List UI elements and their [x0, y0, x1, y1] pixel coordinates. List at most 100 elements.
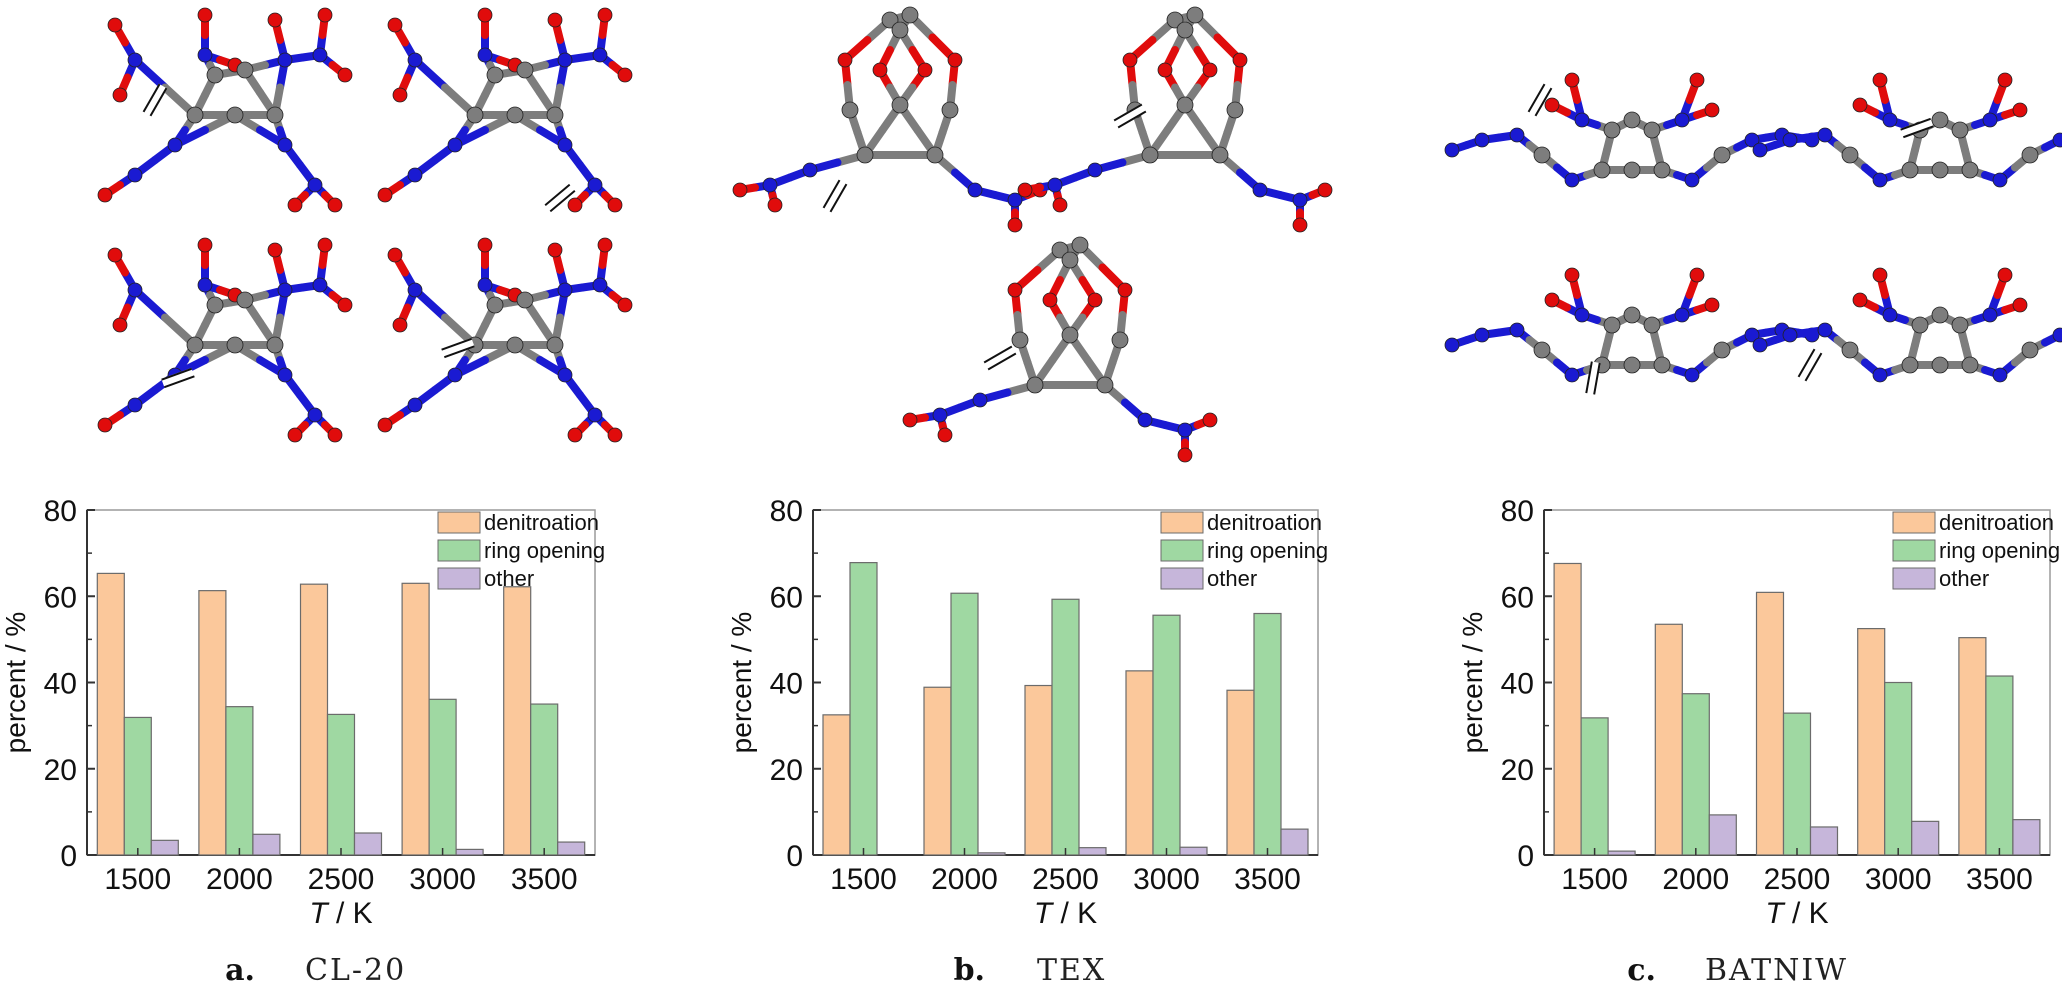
- atom: [1674, 112, 1690, 128]
- atom: [377, 417, 393, 433]
- atom: [307, 177, 323, 193]
- atom: [597, 237, 613, 253]
- atom: [107, 17, 123, 33]
- atom: [881, 11, 899, 29]
- cleavage-line: [1902, 125, 1934, 139]
- cleavage-line: [822, 179, 841, 209]
- atom: [387, 247, 403, 263]
- x-tick-label: 2500: [1764, 863, 1831, 896]
- atom: [1176, 96, 1194, 114]
- atom: [1211, 146, 1229, 164]
- x-tick-label: 3000: [409, 863, 476, 896]
- bond-cleavage-mark: [1585, 361, 1601, 395]
- atom: [287, 197, 303, 213]
- bar-denitroation-2500: [299, 583, 329, 856]
- molecule-illustrations: [97, 6, 2062, 463]
- atom: [1623, 306, 1641, 324]
- atom: [1052, 197, 1068, 213]
- bond-cleavage-mark: [161, 367, 195, 389]
- atom: [567, 197, 583, 213]
- atom: [1713, 146, 1731, 164]
- atom: [1177, 447, 1193, 463]
- atom: [1007, 217, 1023, 233]
- atom: [167, 137, 183, 153]
- bar-other-2500: [1809, 826, 1839, 856]
- cleavage-gap: [142, 83, 168, 117]
- bar-denitroation-2500: [1024, 684, 1053, 856]
- atom: [1474, 132, 1490, 148]
- caption-compound-name: CL-20: [305, 953, 406, 988]
- atom: [1872, 367, 1888, 383]
- atom: [1817, 322, 1833, 338]
- atom: [2021, 146, 2039, 164]
- atom: [592, 47, 608, 63]
- atom: [1137, 412, 1153, 428]
- molecule-cl20-b: [377, 7, 633, 213]
- atom: [1674, 307, 1690, 323]
- legend-label-other: other: [484, 566, 534, 591]
- bar-ring-opening-3500: [1253, 612, 1282, 856]
- bond-cleavage-mark: [822, 179, 848, 213]
- atom: [1992, 172, 2008, 188]
- bar-denitroation-1500: [96, 572, 125, 856]
- atom: [587, 407, 603, 423]
- caption-compound-name: TEX: [1037, 953, 1106, 988]
- x-tick-label: 2000: [1662, 863, 1729, 896]
- cleavage-line: [1113, 103, 1143, 122]
- bond-cleavage-mark: [983, 345, 1017, 371]
- bond-cleavage-mark: [544, 183, 576, 213]
- atom: [1951, 121, 1969, 139]
- molecule-tex-c: [902, 236, 1218, 463]
- bar-other-2000: [252, 833, 281, 856]
- chart-c: 0 20 40 60 80 percent / % 1500 2000 2500 3000 3500…: [1457, 495, 2060, 988]
- atom: [327, 427, 343, 443]
- cleavage-line: [1797, 348, 1816, 378]
- atom: [1047, 177, 1063, 193]
- caption-compound-name: BATNIW: [1705, 953, 1848, 988]
- atom: [337, 67, 353, 83]
- atom: [1111, 331, 1129, 349]
- atom: [617, 297, 633, 313]
- atom: [1026, 376, 1044, 394]
- cleavage-line: [443, 345, 475, 359]
- y-axis-label: percent / %: [726, 612, 757, 754]
- atom: [1444, 337, 1460, 353]
- y-tick-label: 80: [1501, 495, 1534, 528]
- atom: [1603, 316, 1621, 334]
- cleavage-line: [161, 367, 193, 381]
- bar-denitroation-2000: [923, 686, 952, 856]
- bar-denitroation-2000: [1654, 623, 1683, 856]
- atom: [557, 282, 573, 298]
- atom: [1252, 182, 1268, 198]
- bar-other-2000: [977, 852, 1006, 856]
- x-axis-label-variable: T: [1034, 897, 1055, 930]
- atom: [1744, 327, 1760, 343]
- atom: [1474, 327, 1490, 343]
- atom: [1911, 316, 1929, 334]
- atom: [1872, 267, 1888, 283]
- atom: [447, 137, 463, 153]
- y-axis-label: percent / %: [1457, 612, 1488, 754]
- bar-other-3500: [557, 841, 586, 856]
- atom: [592, 277, 608, 293]
- atom: [1202, 62, 1218, 78]
- atom: [407, 397, 423, 413]
- y-tick-label: 80: [44, 495, 77, 528]
- y-tick-label: 80: [770, 495, 803, 528]
- atom: [546, 336, 564, 354]
- x-axis-label-variable: T: [309, 897, 330, 930]
- atom: [1623, 356, 1641, 374]
- legend-label-other: other: [1207, 566, 1257, 591]
- legend-swatch-ring-opening: [437, 539, 481, 562]
- atom: [506, 336, 524, 354]
- legend-swatch-denitroation: [1892, 511, 1936, 534]
- atom: [477, 237, 493, 253]
- atom: [941, 101, 959, 119]
- atom: [327, 197, 343, 213]
- atom: [1292, 217, 1308, 233]
- cleavage-line: [1534, 87, 1553, 117]
- y-tick-label: 20: [1501, 754, 1534, 787]
- bar-denitroation-3000: [1857, 627, 1886, 856]
